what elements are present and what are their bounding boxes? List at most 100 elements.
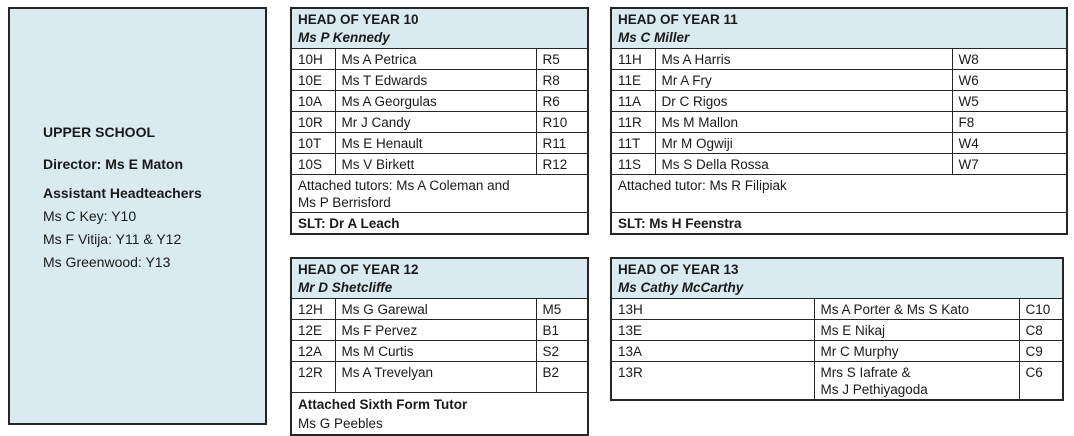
tutor-name: Mr C Murphy bbox=[813, 340, 1020, 362]
room-code: B1 bbox=[535, 319, 589, 341]
room-code: R5 bbox=[535, 48, 589, 70]
room-code: W6 bbox=[951, 69, 1068, 91]
room-code: W7 bbox=[951, 153, 1068, 175]
tutor-name: Ms E Henault bbox=[334, 132, 537, 154]
row-11A: 11A Dr C Rigos W5 bbox=[610, 90, 1068, 112]
form-code: 10R bbox=[290, 111, 336, 133]
row-10S: 10S Ms V Birkett R12 bbox=[290, 153, 589, 175]
row-11T: 11T Mr M Ogwiji W4 bbox=[610, 132, 1068, 154]
row-12H: 12H Ms G Garewal M5 bbox=[290, 298, 589, 320]
table-header: HEAD OF YEAR 11 Ms C Miller bbox=[610, 7, 1068, 49]
row-12A: 12A Ms M Curtis S2 bbox=[290, 340, 589, 362]
tutor-name: Ms F Pervez bbox=[334, 319, 537, 341]
form-code: 13A bbox=[610, 340, 815, 362]
tutor-name: Ms S Della Rossa bbox=[654, 153, 953, 175]
form-code: 12H bbox=[290, 298, 336, 320]
room-code: C8 bbox=[1018, 319, 1064, 341]
form-code: 12A bbox=[290, 340, 336, 362]
form-code: 12R bbox=[290, 361, 336, 393]
form-code: 13R bbox=[610, 361, 815, 401]
upper-school-panel: UPPER SCHOOL Director: Ms E Maton Assist… bbox=[8, 7, 267, 425]
room-code: C9 bbox=[1018, 340, 1064, 362]
form-code: 11T bbox=[610, 132, 656, 154]
tutor-name: Ms A Porter & Ms S Kato bbox=[813, 298, 1020, 320]
attached-tutors-note: Attached tutor: Ms R Filipiak bbox=[610, 174, 1068, 213]
row-13H: 13H Ms A Porter & Ms S Kato C10 bbox=[610, 298, 1064, 320]
room-code: S2 bbox=[535, 340, 589, 362]
head-of-year-12-table: HEAD OF YEAR 12 Mr D Shetcliffe 12H Ms G… bbox=[290, 257, 590, 436]
form-code: 11A bbox=[610, 90, 656, 112]
form-code: 10T bbox=[290, 132, 336, 154]
head-of-year-11-table: HEAD OF YEAR 11 Ms C Miller 11H Ms A Har… bbox=[610, 7, 1069, 235]
row-11S: 11S Ms S Della Rossa W7 bbox=[610, 153, 1068, 175]
slt-note: SLT: Dr A Leach bbox=[290, 212, 589, 235]
head-of-year-title: HEAD OF YEAR 10 bbox=[298, 12, 419, 27]
row-13A: 13A Mr C Murphy C9 bbox=[610, 340, 1064, 362]
form-code: 13E bbox=[610, 319, 815, 341]
slt-note: SLT: Ms H Feenstra bbox=[610, 212, 1068, 235]
director-line: Director: Ms E Maton bbox=[43, 156, 184, 172]
tutor-name: Mrs S Iafrate & Ms J Pethiyagoda bbox=[813, 361, 1020, 401]
room-code: B2 bbox=[535, 361, 589, 393]
form-code: 10E bbox=[290, 69, 336, 91]
attached-sixth-form-tutor-title: Attached Sixth Form Tutor bbox=[298, 397, 468, 412]
row-13E: 13E Ms E Nikaj C8 bbox=[610, 319, 1064, 341]
tutor-name: Ms A Georgulas bbox=[334, 90, 537, 112]
form-code: 11E bbox=[610, 69, 656, 91]
form-code: 10S bbox=[290, 153, 336, 175]
head-of-year-title: HEAD OF YEAR 11 bbox=[618, 12, 738, 27]
head-of-year-title: HEAD OF YEAR 13 bbox=[618, 262, 739, 277]
room-code: F8 bbox=[951, 111, 1068, 133]
head-of-year-13-table: HEAD OF YEAR 13 Ms Cathy McCarthy 13H Ms… bbox=[610, 257, 1065, 401]
tutor-name: Dr C Rigos bbox=[654, 90, 953, 112]
tutor-name: Mr M Ogwiji bbox=[654, 132, 953, 154]
head-of-year-title: HEAD OF YEAR 12 bbox=[298, 262, 419, 277]
room-code: C6 bbox=[1018, 361, 1064, 401]
head-of-year-name: Ms P Kennedy bbox=[298, 30, 390, 45]
row-11R: 11R Ms M Mallon F8 bbox=[610, 111, 1068, 133]
row-12E: 12E Ms F Pervez B1 bbox=[290, 319, 589, 341]
room-code: W5 bbox=[951, 90, 1068, 112]
room-code: M5 bbox=[535, 298, 589, 320]
tutor-name: Ms M Curtis bbox=[334, 340, 537, 362]
room-code: R11 bbox=[535, 132, 589, 154]
row-13R: 13R Mrs S Iafrate & Ms J Pethiyagoda C6 bbox=[610, 361, 1064, 401]
tutor-name: Ms A Petrica bbox=[334, 48, 537, 70]
room-code: R6 bbox=[535, 90, 589, 112]
room-code: W8 bbox=[951, 48, 1068, 70]
room-code: R8 bbox=[535, 69, 589, 91]
row-10E: 10E Ms T Edwards R8 bbox=[290, 69, 589, 91]
table-header: HEAD OF YEAR 10 Ms P Kennedy bbox=[290, 7, 589, 49]
attached-sixth-form-tutor-note: Attached Sixth Form Tutor Ms G Peebles bbox=[290, 392, 589, 436]
assistant-line: Ms F Vitija: Y11 & Y12 bbox=[43, 231, 182, 247]
form-code: 10H bbox=[290, 48, 336, 70]
tutor-name: Ms A Harris bbox=[654, 48, 953, 70]
form-code: 10A bbox=[290, 90, 336, 112]
form-code: 11H bbox=[610, 48, 656, 70]
attached-sixth-form-tutor-name: Ms G Peebles bbox=[298, 416, 383, 431]
tutor-name: Ms V Birkett bbox=[334, 153, 537, 175]
assistant-line: Ms C Key: Y10 bbox=[43, 208, 137, 224]
upper-school-title: UPPER SCHOOL bbox=[43, 124, 156, 140]
room-code: W4 bbox=[951, 132, 1068, 154]
attached-tutors-note: Attached tutors: Ms A Coleman and Ms P B… bbox=[290, 174, 589, 213]
form-code: 12E bbox=[290, 319, 336, 341]
head-of-year-10-table: HEAD OF YEAR 10 Ms P Kennedy 10H Ms A Pe… bbox=[290, 7, 590, 235]
tutor-name: Ms T Edwards bbox=[334, 69, 537, 91]
table-header: HEAD OF YEAR 13 Ms Cathy McCarthy bbox=[610, 257, 1064, 299]
assistant-headteachers-heading: Assistant Headteachers bbox=[43, 185, 202, 201]
row-10A: 10A Ms A Georgulas R6 bbox=[290, 90, 589, 112]
table-header: HEAD OF YEAR 12 Mr D Shetcliffe bbox=[290, 257, 589, 299]
tutor-name: Ms E Nikaj bbox=[813, 319, 1020, 341]
row-12R: 12R Ms A Trevelyan B2 bbox=[290, 361, 589, 393]
assistant-line: Ms Greenwood: Y13 bbox=[43, 254, 171, 270]
form-code: 11R bbox=[610, 111, 656, 133]
tutor-name: Mr A Fry bbox=[654, 69, 953, 91]
tutor-name: Mr J Candy bbox=[334, 111, 537, 133]
row-11H: 11H Ms A Harris W8 bbox=[610, 48, 1068, 70]
room-code: C10 bbox=[1018, 298, 1064, 320]
row-10H: 10H Ms A Petrica R5 bbox=[290, 48, 589, 70]
row-11E: 11E Mr A Fry W6 bbox=[610, 69, 1068, 91]
tutor-name: Ms M Mallon bbox=[654, 111, 953, 133]
